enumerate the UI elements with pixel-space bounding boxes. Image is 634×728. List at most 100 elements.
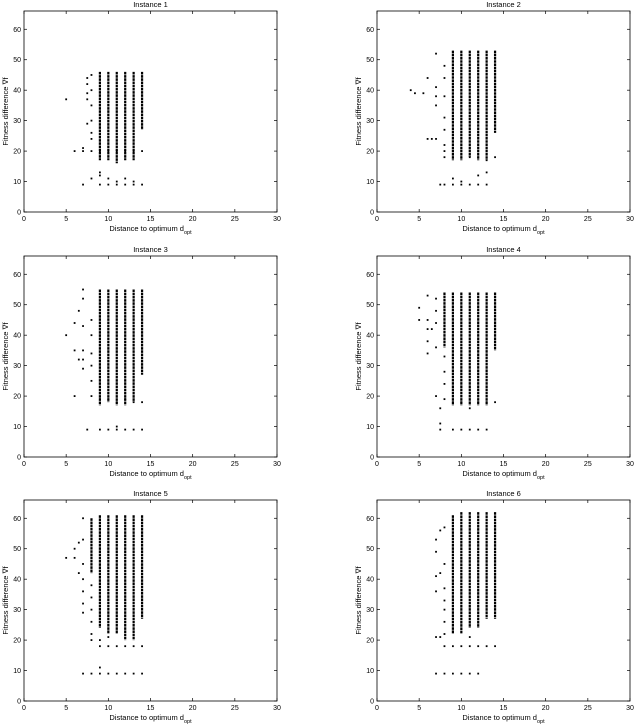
- y-tick-label: 40: [366, 577, 374, 584]
- chart-panel-2: Instance 2 0 5 10 15 20 25 30 0 10 20 30 40 50 60 Dista…: [354, 0, 634, 236]
- x-tick-label: 10: [457, 216, 465, 223]
- x-tick-label: 5: [64, 216, 68, 223]
- data-point: [443, 64, 446, 67]
- data-point: [107, 645, 110, 648]
- data-point: [443, 608, 446, 611]
- x-axis-label-text: Distance to optimum d: [462, 224, 537, 233]
- x-tick-label: 30: [273, 216, 281, 223]
- data-point: [443, 587, 446, 590]
- data-point: [90, 395, 93, 397]
- x-tick-label: 5: [417, 461, 421, 468]
- data-point: [460, 672, 463, 675]
- data-point: [124, 672, 127, 675]
- data-point: [90, 104, 93, 107]
- x-axis-label-subscript: opt: [184, 230, 192, 236]
- x-tick-label: 20: [189, 461, 197, 468]
- y-tick-label: 60: [366, 27, 374, 34]
- y-tick-label: 50: [366, 546, 374, 553]
- chart-panel-6: Instance 6 0 5 10 15 20 25 30 0 10 20 30 40 50 60 Dista…: [354, 489, 634, 725]
- x-axis-label-text: Distance to optimum d: [109, 469, 184, 478]
- data-point: [115, 401, 118, 404]
- data-point: [107, 428, 110, 431]
- y-tick-label: 20: [366, 638, 374, 645]
- data-point: [435, 322, 437, 324]
- y-tick-label: 50: [13, 302, 21, 309]
- y-tick-label: 60: [13, 272, 21, 279]
- data-point: [99, 183, 101, 186]
- data-point: [82, 288, 84, 291]
- y-tick-label: 30: [366, 607, 374, 614]
- data-point: [107, 636, 110, 638]
- data-point: [90, 177, 93, 180]
- data-point: [426, 328, 429, 330]
- data-point: [435, 538, 437, 541]
- y-tick-label: 50: [13, 546, 21, 553]
- data-point: [107, 177, 110, 180]
- x-axis-label-text: Distance to optimum d: [462, 713, 537, 722]
- data-point: [82, 563, 84, 565]
- data-point: [439, 183, 442, 186]
- data-point: [443, 355, 446, 358]
- data-point: [439, 407, 442, 410]
- data-point: [435, 104, 437, 107]
- data-point: [82, 590, 84, 593]
- x-tick-label: 30: [626, 705, 634, 712]
- data-point: [73, 150, 76, 152]
- data-point: [435, 52, 437, 55]
- data-point: [430, 138, 433, 140]
- y-tick-label: 0: [17, 455, 21, 462]
- plot-frame: [376, 255, 631, 458]
- data-point: [460, 180, 463, 183]
- x-axis-label-subscript: opt: [184, 719, 192, 725]
- data-point: [86, 122, 89, 125]
- data-point: [452, 428, 454, 431]
- y-tick-label: 40: [13, 577, 21, 584]
- y-tick-label: 10: [13, 668, 21, 675]
- data-point: [107, 672, 110, 675]
- data-point: [468, 672, 471, 675]
- data-point: [435, 550, 437, 553]
- data-point: [468, 636, 471, 638]
- data-point: [124, 428, 127, 431]
- x-axis-label-subscript: opt: [537, 719, 545, 725]
- y-tick-label: 30: [366, 363, 374, 370]
- data-point: [435, 672, 437, 675]
- data-point: [73, 395, 76, 397]
- data-point: [443, 144, 446, 146]
- data-point: [452, 156, 454, 159]
- data-point: [141, 401, 143, 404]
- x-tick-label: 25: [584, 705, 592, 712]
- data-point: [132, 645, 135, 648]
- data-point: [124, 177, 127, 180]
- x-tick-label: 25: [231, 216, 239, 223]
- data-point: [99, 171, 101, 174]
- data-point: [141, 672, 143, 675]
- data-point: [452, 183, 454, 186]
- data-point: [90, 672, 93, 675]
- data-point: [90, 138, 93, 140]
- data-point: [90, 364, 93, 367]
- chart-panel-4: Instance 4 0 5 10 15 20 25 30 0 10 20 30 40 50 60 Dista…: [354, 245, 634, 481]
- y-tick-label: 50: [13, 57, 21, 64]
- y-axis-label: Fitness difference ∇f: [1, 565, 10, 634]
- data-point: [477, 401, 480, 404]
- data-point: [141, 183, 143, 186]
- data-point: [82, 602, 84, 605]
- data-point: [90, 334, 93, 337]
- data-point: [443, 672, 446, 675]
- data-point: [452, 672, 454, 675]
- data-point: [494, 401, 496, 404]
- data-point: [86, 92, 89, 95]
- data-point: [132, 428, 135, 431]
- data-point: [443, 156, 446, 159]
- data-point: [107, 150, 110, 152]
- x-axis-label-text: Distance to optimum d: [462, 469, 537, 478]
- data-point: [435, 636, 437, 638]
- plot-frame: [23, 499, 278, 702]
- data-point: [90, 633, 93, 635]
- data-point: [115, 183, 118, 186]
- x-tick-label: 5: [64, 461, 68, 468]
- data-point: [132, 672, 135, 675]
- y-tick-label: 10: [13, 424, 21, 431]
- data-point: [99, 639, 101, 641]
